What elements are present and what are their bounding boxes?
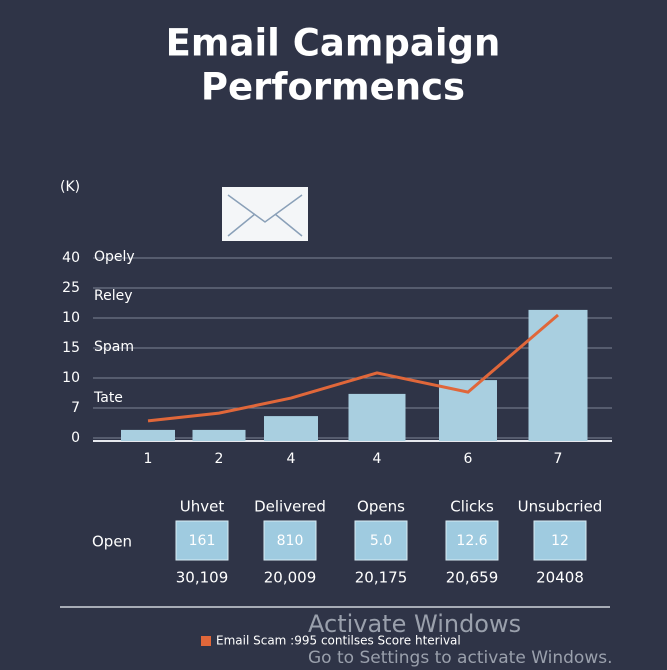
column-header: Clicks — [450, 498, 494, 516]
line — [147, 313, 559, 423]
value-box — [445, 520, 499, 561]
total-value: 20,009 — [264, 569, 317, 587]
box-value: 161 — [189, 533, 216, 549]
row-label: Open — [92, 533, 132, 551]
column-header: Delivered — [254, 498, 326, 516]
x-tick-label: 2 — [215, 451, 224, 467]
box-value: 12 — [551, 533, 569, 549]
x-tick-label: 7 — [554, 451, 563, 467]
annotation: Tate — [93, 390, 123, 406]
column-header: Unsubcried — [518, 498, 603, 516]
annotation: Opely — [94, 249, 135, 265]
value-box — [354, 520, 408, 561]
watermark: Go to Settings to activate Windows. — [308, 648, 613, 668]
x-tick-label: 4 — [287, 451, 296, 467]
total-value: 20,175 — [355, 569, 408, 587]
legend-swatch — [201, 636, 211, 646]
total-value: 20408 — [536, 569, 584, 587]
value-box — [175, 520, 229, 561]
annotation: Reley — [94, 288, 133, 304]
x-tick-label: 1 — [144, 451, 153, 467]
y-tick-label: 25 — [62, 280, 80, 296]
y-tick-label: 15 — [62, 340, 80, 356]
bar — [121, 429, 175, 441]
y-tick-label: 7 — [71, 400, 80, 416]
envelope-icon — [222, 187, 308, 241]
y-tick-label: 0 — [71, 430, 80, 446]
value-box — [263, 520, 317, 561]
bar — [528, 309, 588, 441]
chart-title: Performencs — [201, 66, 465, 109]
box-value: 810 — [277, 533, 304, 549]
x-tick-label: 6 — [464, 451, 473, 467]
y-tick-label: 10 — [62, 310, 80, 326]
x-tick-label: 4 — [373, 451, 382, 467]
y-tick-label: 40 — [62, 250, 80, 266]
watermark: Activate Windows — [308, 610, 521, 638]
total-value: 30,109 — [176, 569, 229, 587]
column-header: Uhvet — [180, 498, 225, 516]
legend-text: Email Scam :995 contilses Score hterival — [216, 634, 461, 648]
box-value: 5.0 — [370, 533, 392, 549]
bar — [348, 393, 406, 441]
annotation: Spam — [94, 339, 134, 355]
bar — [264, 416, 318, 441]
box-value: 12.6 — [456, 533, 487, 549]
chart-title: Email Campaign — [166, 22, 501, 65]
bar — [192, 429, 246, 441]
unit-label: (K) — [60, 179, 80, 195]
total-value: 20,659 — [446, 569, 499, 587]
y-tick-label: 10 — [62, 370, 80, 386]
value-box — [533, 520, 587, 561]
column-header: Opens — [357, 498, 405, 516]
